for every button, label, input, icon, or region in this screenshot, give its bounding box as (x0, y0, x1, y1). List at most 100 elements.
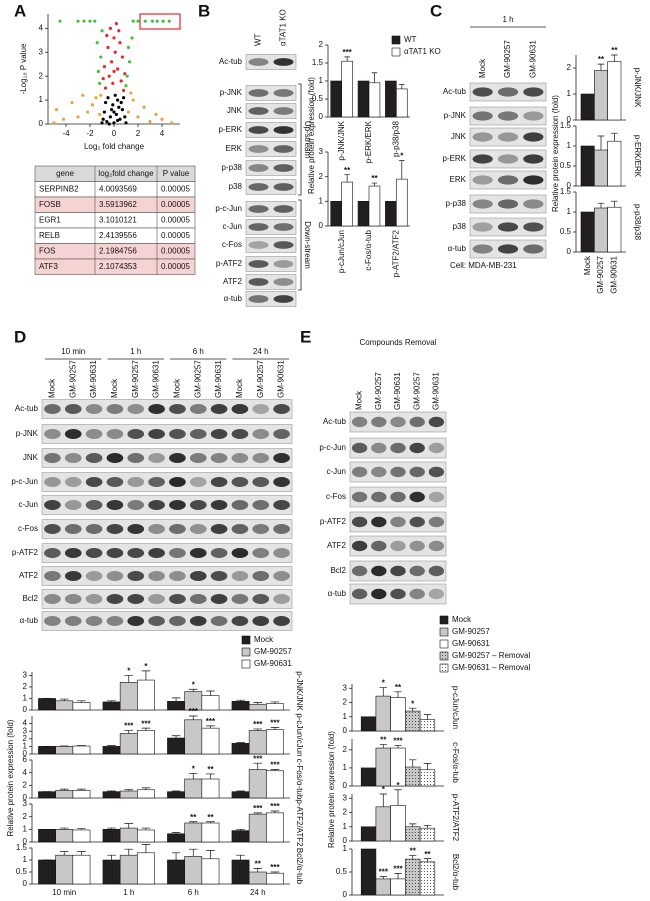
blot-label: Bcl2 (22, 594, 38, 603)
blot-band (273, 164, 294, 172)
point (114, 21, 118, 26)
blot-band (351, 588, 368, 600)
blot-title: Compounds Removal (360, 338, 437, 347)
error-bar (124, 823, 134, 829)
blot-label: ATF2 (19, 571, 39, 580)
y-tick-label: 0 (567, 247, 572, 256)
bar (55, 854, 74, 885)
blot-band (106, 453, 124, 463)
blot-band (273, 241, 294, 249)
blot-band (273, 594, 290, 604)
bar (72, 745, 91, 755)
y-tick-label: 3 (39, 47, 44, 56)
table-cell: FOSB (39, 200, 61, 209)
blot-band (148, 429, 165, 439)
panel-label: C (430, 1, 442, 20)
point (113, 50, 117, 54)
y-tick-label: 2 (319, 172, 324, 181)
legend-pattern (440, 652, 448, 660)
bar (38, 746, 56, 755)
table-cell: 2.1074353 (99, 262, 137, 271)
blot-strip (41, 611, 293, 631)
y-tick-label: 2 (343, 745, 348, 754)
blot-band (472, 132, 493, 142)
error-bar (236, 854, 245, 860)
blot-band (44, 453, 61, 463)
error-bar (141, 787, 151, 790)
blot-label: p-JNK (16, 429, 39, 438)
y-tick-label: 1 (319, 196, 324, 205)
bar (396, 178, 408, 227)
y-tick-label: 0 (23, 793, 28, 802)
blot-band (127, 429, 145, 439)
blot-band (44, 524, 61, 534)
error-bar (206, 821, 215, 823)
blot-label: α-tub (328, 589, 347, 598)
bar (385, 201, 397, 227)
y-tick-label: 2 (23, 734, 28, 743)
blot-band (428, 588, 445, 600)
blot-strip (469, 149, 547, 169)
lane-label: Mock (478, 58, 487, 78)
blot-band (169, 453, 186, 463)
blot-band (148, 548, 165, 558)
x-tick-label: p-ERK/ERK (364, 120, 373, 163)
panel-axis-label: c-Fos/α-tub (295, 759, 304, 800)
error-bar (124, 730, 134, 734)
point (123, 115, 127, 119)
error-bar (394, 873, 402, 879)
panel-label: B (198, 1, 210, 20)
x-tick-label: 10 min (52, 888, 76, 897)
error-bar (270, 727, 280, 730)
panel-axis-label: p-p38/p38 (633, 204, 642, 241)
blot-label: p-ERK (442, 154, 466, 163)
table-cell: SERPINB2 (39, 184, 79, 193)
point (110, 60, 114, 64)
blot-band (409, 565, 425, 577)
blot-label: p38 (453, 222, 467, 231)
error-bar (597, 135, 605, 150)
significance: * (382, 679, 386, 688)
error-bar (77, 851, 86, 856)
bracket (298, 199, 302, 291)
error-bar (379, 793, 387, 807)
blot-band (273, 260, 294, 268)
point (70, 100, 74, 105)
y-tick-label: 2 (319, 40, 324, 49)
y-tick-label: 3 (319, 147, 324, 156)
panel-label: E (300, 327, 311, 346)
blot-band (273, 295, 294, 303)
error-bar (423, 714, 432, 720)
blot-label: p-ERK (218, 125, 242, 134)
significance: *** (253, 804, 263, 813)
blot-band (210, 477, 228, 487)
blot-band (273, 524, 290, 534)
blot-band (106, 404, 124, 414)
blot-band (523, 87, 544, 97)
blot-band (85, 524, 103, 534)
significance: *** (270, 802, 280, 811)
blot-band (64, 616, 82, 626)
bar (330, 80, 342, 118)
blot-band (371, 588, 387, 600)
error-bar (206, 850, 215, 859)
legend-label: αTAT1 KO (404, 47, 441, 56)
legend-swatch (241, 659, 251, 669)
blot-band (523, 175, 544, 185)
group-label: 24 h (253, 347, 269, 356)
point (161, 19, 165, 23)
error-bar (188, 715, 198, 720)
blot-band (148, 571, 165, 581)
y-tick-label: 1 (567, 89, 572, 98)
point (111, 81, 115, 85)
lane-label: Mock (48, 378, 57, 398)
legend-label: Mock (452, 615, 472, 624)
lane-label: GM-90631 (152, 360, 161, 398)
blot-band (273, 477, 290, 487)
lane-label: Mock (173, 378, 182, 398)
blot-band (169, 548, 186, 558)
blot-band (273, 223, 294, 231)
error-bar (253, 702, 263, 705)
blot-band (351, 565, 368, 577)
error-bar (107, 854, 116, 860)
